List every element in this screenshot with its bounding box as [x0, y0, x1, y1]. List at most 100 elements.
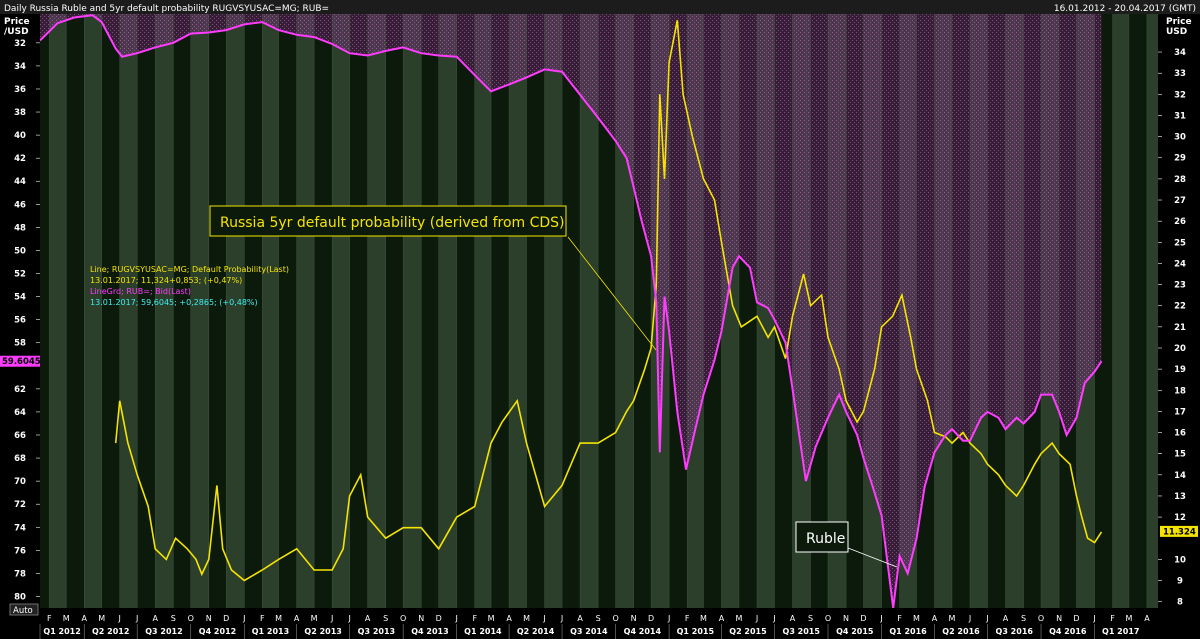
left-tick-label: 66	[14, 431, 26, 441]
quarter-label: Q2 2014	[517, 627, 555, 636]
month-label: J	[118, 614, 121, 623]
right-tick-label: 24	[1174, 259, 1186, 269]
month-label: F	[897, 614, 902, 623]
month-label: M	[913, 614, 920, 623]
right-tick-label: 33	[1174, 69, 1186, 79]
right-tick-label: 21	[1174, 323, 1186, 333]
month-label: F	[472, 614, 477, 623]
title-bar	[0, 0, 1200, 14]
right-tick-label: 29	[1174, 154, 1186, 164]
left-tick-label: 80	[14, 592, 26, 602]
month-label: M	[98, 614, 105, 623]
right-tick-label: 13	[1174, 492, 1186, 502]
right-value-marker	[1160, 525, 1198, 537]
right-axis-panel	[1158, 14, 1200, 614]
right-tick-label: 12	[1174, 513, 1186, 523]
month-band	[403, 14, 422, 608]
month-label: J	[135, 614, 138, 623]
left-tick-label: 40	[14, 131, 26, 141]
left-tick-label: 44	[14, 177, 26, 187]
month-label: M	[949, 614, 956, 623]
month-label: A	[719, 614, 725, 623]
left-tick-label: 38	[14, 108, 26, 118]
month-label: A	[152, 614, 158, 623]
auto-button-label: Auto	[13, 606, 33, 616]
left-tick-label: 50	[14, 246, 26, 256]
left-tick-label: 32	[14, 39, 26, 49]
month-label: F	[685, 614, 690, 623]
quarter-label: Q3 2015	[783, 627, 821, 636]
quarter-label: Q4 2014	[624, 627, 662, 636]
date-range: 16.01.2012 - 20.04.2017 (GMT)	[1054, 4, 1196, 14]
month-label: O	[1038, 614, 1044, 623]
month-band	[509, 14, 527, 608]
left-tick-label: 68	[14, 454, 26, 464]
left-axis-ticks: 32 34 36 38 40 42 44 46 48 50 52 54 56 58 62 64 66 68 70 72…	[14, 39, 40, 602]
right-tick-label: 20	[1174, 344, 1186, 354]
month-label: A	[932, 614, 938, 623]
month-band	[296, 14, 315, 608]
left-tick-label: 58	[14, 339, 26, 349]
month-label: A	[365, 614, 371, 623]
right-tick-label: 31	[1174, 111, 1186, 121]
month-band	[367, 14, 386, 608]
month-label: M	[311, 614, 318, 623]
quarter-label: Q2 2015	[729, 627, 767, 636]
quarter-label: Q3 2016	[996, 627, 1034, 636]
month-label: J	[542, 614, 545, 623]
right-tick-label: 9	[1177, 577, 1183, 587]
month-band	[580, 14, 599, 608]
right-tick-label: 25	[1174, 238, 1186, 248]
month-label: O	[188, 614, 194, 623]
month-label: N	[206, 614, 212, 623]
ruble-callout-box	[795, 521, 849, 553]
month-label: J	[879, 614, 882, 623]
month-label: F	[47, 614, 52, 623]
left-tick-label: 34	[14, 62, 26, 72]
month-label: N	[843, 614, 849, 623]
month-label: D	[860, 614, 866, 623]
quarter-label: Q1 2012	[43, 627, 80, 636]
month-label: J	[242, 614, 245, 623]
month-label: M	[488, 614, 495, 623]
month-label: O	[612, 614, 618, 623]
quarter-labels: Q1 2012 Q2 2012 Q3 2012 Q4 2012 Q1 2013 Q2 20…	[39, 624, 1139, 639]
month-label: A	[294, 614, 300, 623]
month-band	[226, 14, 245, 608]
quarter-label: Q4 2016	[1049, 627, 1087, 636]
month-label: J	[330, 614, 333, 623]
month-label: D	[436, 614, 442, 623]
right-tick-label: 32	[1174, 90, 1186, 100]
left-tick-label: 76	[14, 546, 26, 556]
left-tick-label: 36	[14, 85, 26, 95]
month-label: S	[808, 614, 813, 623]
month-label: J	[455, 614, 458, 623]
grid-lines	[49, 14, 1148, 608]
left-tick-label: 72	[14, 500, 26, 510]
chart-title: Daily Russia Ruble and 5yr default proba…	[4, 4, 329, 14]
left-tick-label: 64	[14, 408, 26, 418]
month-label: D	[648, 614, 654, 623]
legend: Line; RUGVSYUSAC=MG; Default Probability…	[90, 265, 289, 307]
left-value-marker	[0, 355, 40, 367]
month-label: A	[81, 614, 87, 623]
month-label: J	[755, 614, 758, 623]
month-label: A	[1144, 614, 1150, 623]
month-label: S	[171, 614, 176, 623]
month-band	[1112, 14, 1129, 608]
month-label: S	[1021, 614, 1026, 623]
legend-line-1: Line; RUGVSYUSAC=MG; Default Probability…	[90, 265, 289, 274]
month-label: M	[1125, 614, 1132, 623]
month-label: M	[700, 614, 707, 623]
right-value-marker-text: 11.324	[1163, 527, 1196, 537]
series-cds-line	[114, 20, 1103, 582]
ruble-callout-text: Ruble	[806, 531, 845, 547]
month-label: N	[1056, 614, 1062, 623]
right-tick-label: 30	[1174, 133, 1186, 143]
left-tick-label: 48	[14, 223, 26, 233]
quarter-label: Q2 2013	[304, 627, 341, 636]
month-label: N	[418, 614, 424, 623]
auto-button[interactable]	[9, 603, 39, 616]
